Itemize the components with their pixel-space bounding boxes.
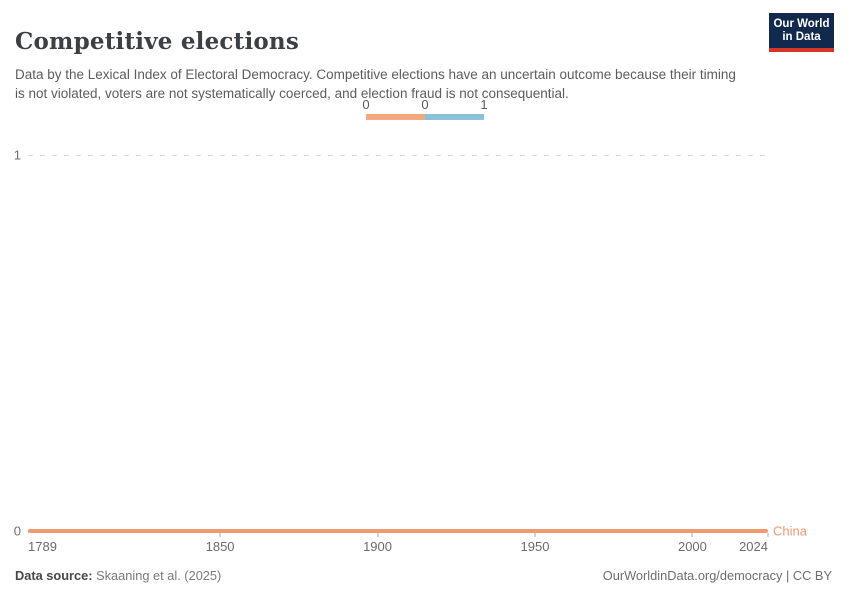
owid-logo[interactable]: Our World in Data [769,13,834,52]
x-tick-mark-2000 [691,533,693,537]
x-axis-label-1789: 1789 [28,539,57,554]
data-source-label: Data source: [15,568,93,583]
owid-logo-line2: in Data [782,31,821,43]
legend-edge-label: 0 [421,97,429,112]
legend-edge-label: 0 [362,97,370,112]
x-axis-label-1950: 1950 [520,539,550,554]
x-axis-label-2000: 2000 [677,539,707,554]
x-axis-label-1850: 1850 [205,539,235,554]
x-tick-mark-1900 [377,533,379,537]
credit-link[interactable]: OurWorldinData.org/democracy | CC BY [602,568,832,583]
owid-logo-accent-bar [769,48,834,52]
x-tick-mark-1850 [219,533,221,537]
x-tick-mark-2024 [767,533,769,537]
page-title: Competitive elections [15,28,300,56]
gridline-y-1 [28,155,768,156]
x-axis-label-2024: 2024 [739,539,768,554]
data-source: Data source: Skaaning et al. (2025) [15,568,221,583]
owid-logo-box: Our World in Data [769,13,834,48]
legend-edge-label: 1 [480,97,488,112]
legend-bin-0[interactable] [366,114,425,120]
x-tick-mark-1950 [534,533,536,537]
entity-label-china[interactable]: China [773,523,807,539]
color-legend-bar [366,114,484,120]
owid-logo-line1: Our World [773,18,830,30]
legend-bin-1[interactable] [425,114,484,120]
color-legend-labels: 0 0 1 [362,97,488,114]
series-line-china[interactable] [28,529,768,533]
y-axis-label-1: 1 [13,147,21,163]
y-axis-label-0: 0 [13,523,21,539]
x-axis-label-1900: 1900 [363,539,392,554]
data-source-value: Skaaning et al. (2025) [96,568,222,583]
color-legend: 0 0 1 [362,97,488,120]
plot-area[interactable]: 0 1 1789 1850 1900 1950 2000 2024 China [14,148,807,555]
chart-subtitle: Data by the Lexical Index of Electoral D… [15,66,736,101]
chart-footer: Data source: Skaaning et al. (2025) OurW… [15,568,832,583]
